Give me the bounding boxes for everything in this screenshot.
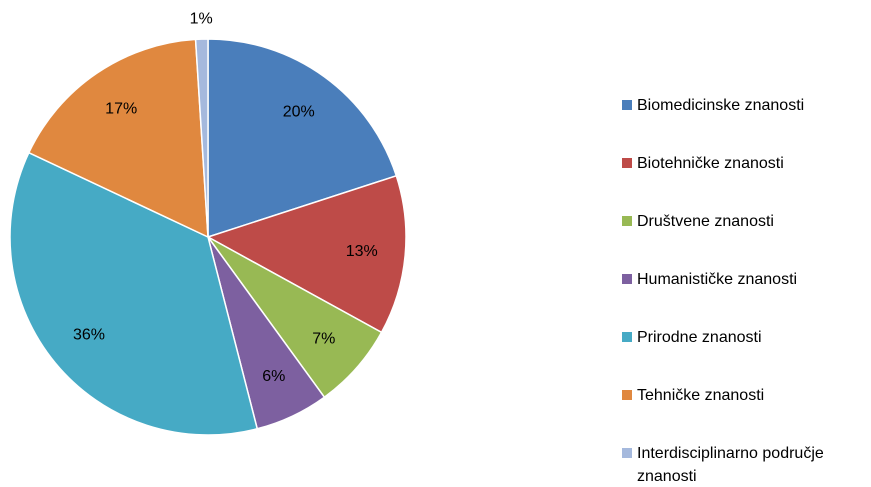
legend-label: Tehničke znanosti (637, 387, 765, 404)
data-label: 6% (262, 368, 285, 385)
data-label: 13% (346, 243, 378, 260)
data-label: 36% (73, 327, 105, 344)
legend-item: Interdisciplinarno područje znanosti (622, 442, 862, 487)
legend-label: Biotehničke znanosti (637, 155, 784, 172)
legend-item: Društvene znanosti (622, 210, 862, 268)
legend-label: Interdisciplinarno područje znanosti (637, 445, 824, 485)
legend-swatch (622, 158, 632, 168)
pie-slice (207, 38, 398, 239)
pie-slice (27, 38, 209, 239)
legend-swatch (622, 390, 632, 400)
data-label: 7% (312, 330, 335, 347)
legend-swatch (622, 274, 632, 284)
legend-swatch (622, 100, 632, 110)
legend-item: Biomedicinske znanosti (622, 94, 862, 152)
pie-area: 20% 13% 7% 6% 36% 17% 1% (9, 11, 407, 436)
legend-item: Prirodne znanosti (622, 326, 862, 384)
pie-slice (194, 38, 209, 238)
pie-slice (206, 174, 407, 334)
pie-slice (9, 151, 259, 436)
legend-label: Prirodne znanosti (637, 329, 762, 346)
data-label: 17% (105, 100, 137, 117)
legend-swatch (622, 216, 632, 226)
legend-swatch (622, 448, 632, 458)
data-label: 1% (190, 11, 213, 28)
legend: Biomedicinske znanosti Biotehničke znanos… (622, 94, 862, 487)
legend-item: Biotehničke znanosti (622, 152, 862, 210)
legend-label: Društvene znanosti (637, 213, 774, 230)
legend-label: Humanističke znanosti (637, 271, 798, 288)
legend-item: Humanističke znanosti (622, 268, 862, 326)
legend-swatch (622, 332, 632, 342)
data-label: 20% (283, 103, 315, 120)
legend-item: Tehničke znanosti (622, 384, 862, 442)
legend-label: Biomedicinske znanosti (637, 97, 805, 114)
